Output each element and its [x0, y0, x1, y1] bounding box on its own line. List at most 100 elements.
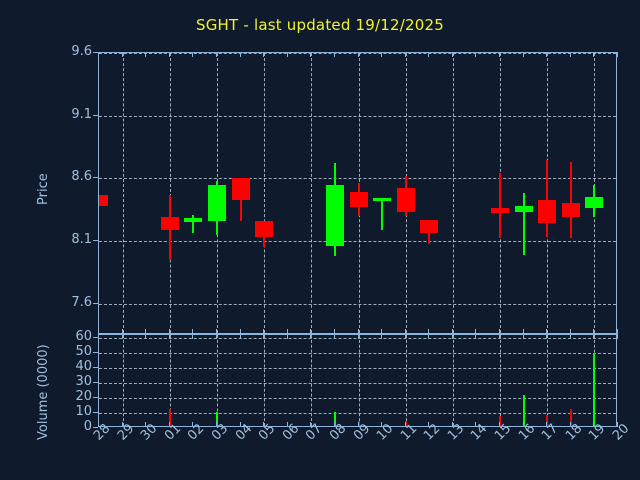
volume-bar — [546, 414, 549, 426]
candle-wick — [522, 193, 525, 255]
price-tick-mark — [93, 52, 98, 53]
volume-tick-label: 40 — [75, 359, 92, 374]
price-bottom-tick-mark — [617, 329, 618, 334]
price-bottom-tick-mark — [404, 329, 406, 334]
volume-gridline-v — [500, 335, 502, 426]
price-top-tick-mark — [499, 52, 501, 57]
candle-body — [325, 184, 344, 246]
price-bottom-tick-mark — [215, 329, 217, 334]
candle-body — [99, 194, 108, 206]
price-bottom-tick-mark — [121, 329, 123, 334]
price-top-tick-mark — [192, 52, 194, 57]
day-tick-mark — [569, 422, 571, 427]
volume-tick-label: 30 — [75, 374, 92, 389]
price-bottom-tick-mark — [333, 329, 335, 334]
volume-bar — [522, 395, 525, 426]
price-bottom-tick-mark — [475, 329, 477, 334]
candle-body — [349, 192, 368, 208]
candle-body — [373, 198, 392, 202]
day-tick-mark — [451, 422, 453, 427]
volume-gridline-v — [358, 335, 360, 426]
day-tick-mark — [428, 422, 430, 427]
volume-top-tick-mark — [381, 334, 383, 339]
volume-gridline-v — [216, 335, 218, 426]
candle-wick — [381, 198, 384, 230]
volume-gridline-v — [547, 335, 549, 426]
price-tick-mark — [93, 240, 98, 241]
price-tick-mark — [93, 302, 98, 304]
volume-gridline-h — [99, 368, 616, 369]
price-top-tick-mark — [569, 52, 571, 57]
volume-gridline-v — [311, 335, 313, 426]
candle-body — [160, 217, 179, 230]
price-gridline-v — [169, 53, 171, 333]
volume-gridline-v — [264, 335, 266, 426]
price-top-tick-mark — [593, 52, 595, 57]
price-bottom-tick-mark — [428, 329, 430, 334]
day-tick-mark — [286, 422, 288, 427]
volume-tick-label: 50 — [75, 344, 92, 359]
price-top-tick-mark — [451, 52, 453, 57]
volume-tick-mark — [93, 382, 98, 383]
day-tick-mark — [381, 422, 383, 427]
price-bottom-tick-mark — [310, 329, 312, 334]
volume-top-tick-mark — [522, 334, 524, 339]
price-gridline-h — [99, 303, 616, 305]
price-top-tick-mark — [310, 52, 312, 57]
candle-body — [514, 205, 533, 213]
volume-tick-mark — [93, 427, 98, 428]
volume-gridline-v — [452, 335, 454, 426]
volume-top-tick-mark — [310, 334, 312, 339]
volume-top-tick-mark — [98, 334, 99, 339]
price-tick-label: 7.6 — [71, 294, 92, 310]
volume-top-tick-mark — [192, 334, 194, 339]
price-bottom-tick-mark — [451, 329, 453, 334]
volume-gridline-v — [122, 335, 124, 426]
day-tick-mark — [239, 422, 241, 427]
day-tick-mark — [168, 422, 170, 427]
volume-tick-mark — [93, 352, 98, 353]
volume-top-tick-mark — [239, 334, 241, 339]
volume-gridline-h — [99, 413, 616, 414]
day-axis-title: Day — [306, 458, 334, 474]
price-top-tick-mark — [357, 52, 359, 57]
volume-bar — [168, 408, 171, 426]
volume-gridline-h — [99, 383, 616, 384]
price-bottom-tick-mark — [499, 329, 501, 334]
volume-top-tick-mark — [404, 334, 406, 339]
price-bottom-tick-mark — [98, 329, 99, 334]
volume-gridline-v — [169, 335, 171, 426]
price-gridline-v — [452, 53, 454, 333]
volume-bar — [215, 411, 218, 426]
price-tick-label: 9.1 — [71, 106, 92, 122]
price-bottom-tick-mark — [593, 329, 595, 334]
price-bottom-tick-mark — [286, 329, 288, 334]
volume-tick-label: 0 — [83, 419, 92, 434]
price-top-tick-mark — [617, 52, 618, 57]
volume-top-tick-mark — [333, 334, 335, 339]
candle-body — [231, 178, 250, 200]
volume-gridline-h — [99, 353, 616, 354]
candle-body — [538, 199, 557, 224]
volume-gridline-v — [405, 335, 407, 426]
price-top-tick-mark — [546, 52, 548, 57]
price-top-tick-mark — [215, 52, 217, 57]
price-top-tick-mark — [239, 52, 241, 57]
volume-top-tick-mark — [451, 334, 453, 339]
candle-body — [585, 197, 604, 209]
volume-top-tick-mark — [357, 334, 359, 339]
price-bottom-tick-mark — [263, 329, 265, 334]
day-tick-mark — [593, 422, 595, 427]
candle-body — [420, 219, 439, 234]
price-gridline-h — [99, 115, 616, 117]
price-bottom-tick-mark — [357, 329, 359, 334]
candle-wick — [546, 159, 549, 238]
volume-bar — [404, 420, 407, 426]
candle-body — [207, 184, 226, 221]
day-tick-mark — [121, 422, 123, 427]
volume-top-tick-mark — [428, 334, 430, 339]
volume-top-tick-mark — [168, 334, 170, 339]
volume-bar — [499, 416, 502, 426]
volume-top-tick-mark — [569, 334, 571, 339]
